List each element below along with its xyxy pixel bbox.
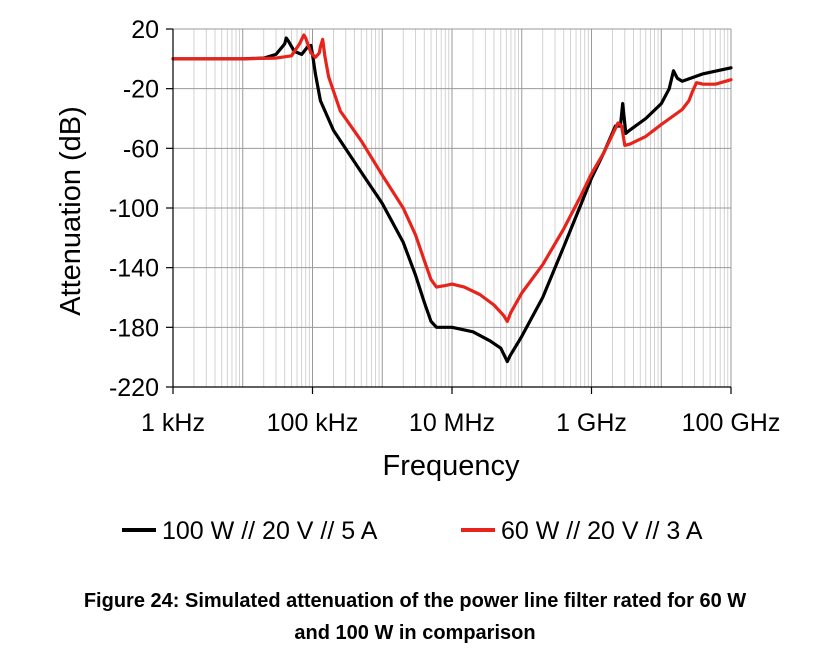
chart: 20 -20 -60 -100 -140 -180 -220 1 kHz 100 kHz 10 …	[55, 16, 780, 545]
x-tick-label: 1 GHz	[556, 409, 627, 437]
series-line-60w	[171, 33, 733, 323]
y-tick-label: -100	[109, 195, 159, 223]
series-layer	[171, 33, 733, 364]
legend: 100 W // 20 V // 5 A 60 W // 20 V // 3 A	[122, 517, 703, 545]
y-tick-label: -140	[109, 255, 159, 283]
legend-label-100w: 100 W // 20 V // 5 A	[162, 517, 378, 545]
axes	[166, 28, 732, 394]
x-tick-labels: 1 kHz 100 kHz 10 MHz 1 GHz 100 GHz	[141, 409, 780, 437]
x-axis-label: Frequency	[382, 450, 520, 482]
y-axis-label: Attenuation (dB)	[55, 106, 87, 316]
x-tick-label: 100 kHz	[267, 409, 359, 437]
x-tick-label: 10 MHz	[409, 409, 495, 437]
figure-caption-line-2: and 100 W in comparison	[294, 622, 536, 644]
legend-label-60w: 60 W // 20 V // 3 A	[501, 517, 703, 545]
y-tick-label: -180	[109, 314, 159, 342]
y-tick-label: -60	[123, 135, 159, 163]
series-line-100w	[171, 36, 733, 364]
x-tick-label: 1 kHz	[141, 409, 205, 437]
major-grid	[172, 28, 732, 388]
figure-caption-line-1: Figure 24: Simulated attenuation of the …	[83, 590, 747, 612]
y-tick-label: -20	[123, 76, 159, 104]
x-tick-label: 100 GHz	[682, 409, 781, 437]
y-tick-labels: 20 -20 -60 -100 -140 -180 -220	[109, 16, 159, 402]
y-tick-label: -220	[109, 374, 159, 402]
y-tick-label: 20	[131, 16, 159, 44]
